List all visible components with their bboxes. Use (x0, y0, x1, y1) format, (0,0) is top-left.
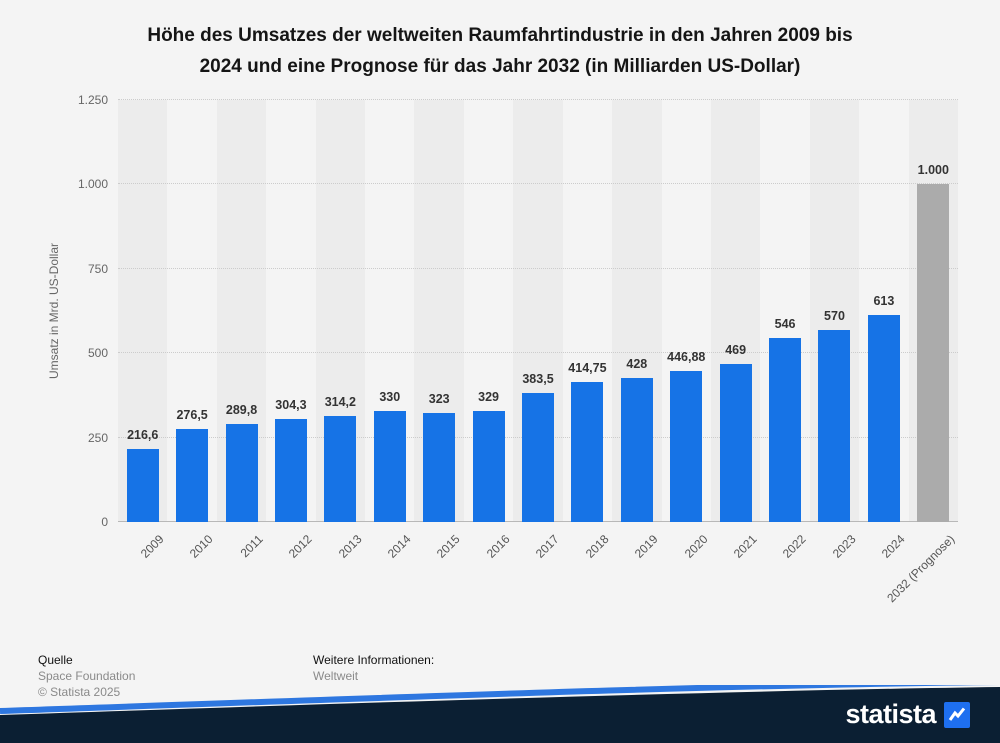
footer-band: statista (0, 685, 1000, 743)
bar-2020 (670, 371, 703, 522)
chart-title-line-1: Höhe des Umsatzes der weltweiten Raumfah… (147, 25, 853, 46)
bar-value-2017: 383,5 (522, 371, 554, 386)
bar-2019 (620, 377, 653, 522)
y-tick-label-250: 250 (87, 430, 108, 445)
bar-value-2011: 289,8 (225, 403, 258, 418)
gridline-1250 (118, 99, 958, 100)
bar-value-2016: 329 (478, 389, 500, 404)
footer-band-shape (0, 687, 1000, 743)
bar-value-2022: 546 (774, 316, 796, 331)
bar-2016 (472, 410, 505, 522)
x-tick-label-2014: 2014 (384, 532, 414, 561)
chart-title-line-2: 2024 und eine Prognose für das Jahr 2032… (199, 56, 801, 77)
statista-logo-text: statista (845, 699, 936, 729)
bar-2022 (769, 337, 802, 522)
x-tick-label-2013: 2013 (335, 532, 365, 561)
source-name: Space Foundation (38, 669, 136, 683)
bar-2017 (522, 392, 554, 522)
chart-title: Höhe des Umsatzes der weltweiten Raumfah… (0, 20, 1000, 82)
bar-2011 (225, 424, 258, 522)
y-tick-label-1250: 1.250 (77, 93, 108, 107)
source-label: Quelle (38, 653, 73, 667)
bar-value-2014: 330 (379, 389, 401, 404)
y-tick-label-1000: 1.000 (77, 177, 108, 192)
statista-logo-icon (944, 701, 970, 728)
bar-value-2009: 216,6 (127, 427, 159, 442)
x-tick-label-2019: 2019 (631, 532, 661, 561)
bar-value-2024: 613 (873, 294, 895, 309)
x-tick-label-2024: 2024 (879, 532, 908, 561)
statista-logo: statista (845, 701, 970, 728)
bar-2013 (324, 415, 357, 522)
bar-value-2032-prognose: 1.000 (917, 163, 949, 178)
gridline-500 (118, 352, 958, 354)
copyright-text: © Statista 2025 (38, 685, 121, 699)
bar-value-2012: 304,3 (275, 398, 307, 413)
bar-value-2015: 323 (428, 391, 450, 406)
plot-area: 216,6 276,5 289,8 304,3 314,2 330 323 329 383,5 4… (118, 99, 958, 522)
x-tick-label-2010: 2010 (187, 532, 217, 561)
x-tick-label-2020: 2020 (681, 532, 711, 561)
bar-2009 (126, 448, 159, 522)
bar-2021 (719, 363, 752, 522)
y-tick-label-500: 500 (87, 346, 108, 361)
bar-value-2020: 446,88 (667, 350, 706, 365)
bar-value-2023: 570 (824, 308, 845, 323)
x-tick-label-2017: 2017 (533, 532, 562, 561)
x-tick-label-2012: 2012 (286, 532, 315, 561)
gridline-750 (118, 267, 958, 269)
bar-2010 (176, 428, 209, 522)
x-axis-tick-labels: 2009 2010 2011 2012 2013 2014 2015 2016 2017 2018… (118, 522, 958, 647)
x-tick-label-2011: 2011 (237, 532, 266, 561)
x-tick-label-2023: 2023 (829, 532, 859, 561)
bar-2012 (274, 419, 307, 522)
y-tick-label-750: 750 (87, 261, 108, 276)
gridline-1000 (118, 183, 958, 185)
footer-accent-curve (0, 685, 1000, 714)
bar-2024 (867, 315, 900, 522)
bar-2032-prognose (917, 184, 950, 522)
bar-value-2021: 469 (725, 342, 747, 357)
bar-value-2010: 276,5 (176, 407, 208, 422)
info-value: Weltweit (313, 669, 359, 683)
x-tick-label-2015: 2015 (434, 532, 464, 561)
x-tick-label-2009: 2009 (137, 532, 167, 561)
info-block: Weitere Informationen: Weltweit (313, 652, 434, 684)
bar-2014 (373, 410, 406, 522)
x-tick-label-2018: 2018 (582, 532, 612, 561)
bar-2015 (423, 412, 456, 522)
bar-value-2013: 314,2 (324, 394, 356, 409)
info-label: Weitere Informationen: (313, 653, 435, 667)
footer-band-graphic (0, 685, 1000, 743)
y-axis-tick-labels: 0 250 500 750 1.000 1.250 (0, 93, 108, 529)
x-tick-label-2016: 2016 (483, 532, 513, 561)
statista-logo-mark (948, 707, 966, 721)
x-tick-label-2021: 2021 (730, 532, 760, 561)
y-tick-label-0: 0 (101, 515, 108, 529)
bar-value-2019: 428 (626, 356, 648, 371)
bar-2018 (571, 381, 604, 522)
source-block: Quelle Space Foundation © Statista 2025 (38, 652, 135, 700)
x-tick-label-2022: 2022 (780, 532, 809, 561)
bar-value-2018: 414,75 (568, 360, 607, 375)
bar-2023 (818, 329, 851, 522)
